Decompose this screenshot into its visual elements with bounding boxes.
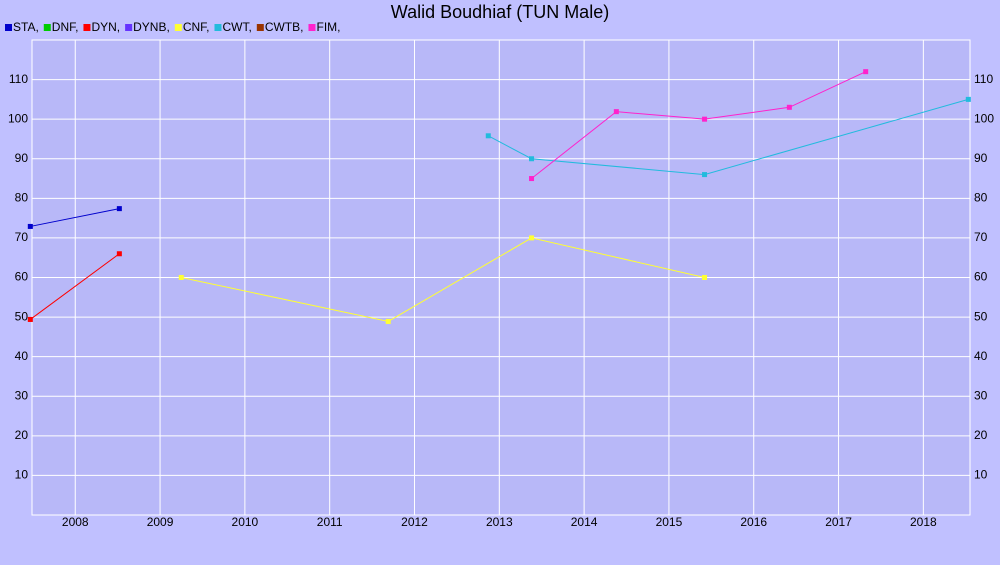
x-tick-label: 2009 <box>147 515 174 529</box>
x-tick-label: 2017 <box>825 515 852 529</box>
x-tick-label: 2013 <box>486 515 513 529</box>
data-point <box>27 316 33 322</box>
data-point <box>27 223 33 229</box>
x-tick-label: 2018 <box>910 515 937 529</box>
x-tick-label: 2010 <box>232 515 259 529</box>
legend-label: STA, <box>13 20 39 34</box>
legend-swatch <box>256 24 264 31</box>
data-point <box>385 318 391 324</box>
y-tick-label: 80 <box>15 191 29 205</box>
y-tick-label: 20 <box>15 428 29 442</box>
x-tick-label: 2008 <box>62 515 89 529</box>
legend-swatch <box>83 24 91 31</box>
y2-tick-label: 20 <box>974 428 988 442</box>
y-tick-label: 100 <box>8 111 28 125</box>
y-tick-label: 40 <box>15 349 29 363</box>
data-point <box>702 172 708 178</box>
data-point <box>116 206 122 212</box>
legend-swatch <box>125 24 133 31</box>
legend-label: CWT, <box>222 20 251 34</box>
x-tick-label: 2011 <box>317 515 343 529</box>
legend-label: DYNB, <box>133 20 170 34</box>
x-tick-label: 2015 <box>656 515 683 529</box>
legend-swatch <box>174 24 182 31</box>
legend-swatch <box>5 24 12 31</box>
data-point <box>702 275 708 280</box>
legend-swatch <box>43 24 51 31</box>
y2-tick-label: 70 <box>974 230 988 244</box>
series-line <box>181 237 705 322</box>
y2-tick-label: 30 <box>974 388 988 402</box>
y-tick-label: 90 <box>15 151 29 165</box>
series-line <box>30 208 120 227</box>
data-point <box>786 104 792 110</box>
chart-title: Walid Boudhiaf (TUN Male) <box>391 2 609 22</box>
data-point <box>702 116 708 122</box>
series-line <box>30 253 120 320</box>
y-tick-label: 70 <box>15 230 29 244</box>
legend-label: DNF, <box>52 20 79 34</box>
y2-tick-label: 100 <box>974 111 994 125</box>
y2-tick-label: 40 <box>974 349 988 363</box>
data-point <box>116 251 122 257</box>
legend-swatch <box>308 24 316 31</box>
y-tick-label: 60 <box>15 270 29 284</box>
data-point <box>485 133 491 139</box>
data-point <box>529 235 535 241</box>
data-point <box>529 156 535 162</box>
legend-label: FIM, <box>316 20 340 34</box>
y2-tick-label: 50 <box>974 309 988 323</box>
y2-tick-label: 110 <box>974 72 993 86</box>
data-point <box>965 96 971 102</box>
y2-tick-label: 80 <box>974 191 988 205</box>
legend-label: CWTB, <box>265 20 304 34</box>
data-point <box>613 109 619 115</box>
y-tick-label: 10 <box>15 468 29 482</box>
y2-tick-label: 90 <box>974 151 988 165</box>
series-line <box>488 98 969 176</box>
y-tick-label: 110 <box>9 72 28 86</box>
data-point <box>178 275 184 280</box>
x-tick-label: 2012 <box>401 515 428 529</box>
legend-label: DYN, <box>91 20 120 34</box>
y-tick-label: 30 <box>15 388 29 402</box>
x-tick-label: 2014 <box>571 515 598 529</box>
legend-swatch <box>214 24 222 31</box>
data-point <box>863 69 869 75</box>
data-point <box>529 176 535 182</box>
legend-label: CNF, <box>183 20 210 34</box>
y-tick-label: 50 <box>15 309 29 323</box>
y2-tick-label: 60 <box>974 270 988 284</box>
y2-tick-label: 10 <box>974 468 988 482</box>
x-tick-label: 2016 <box>740 515 767 529</box>
